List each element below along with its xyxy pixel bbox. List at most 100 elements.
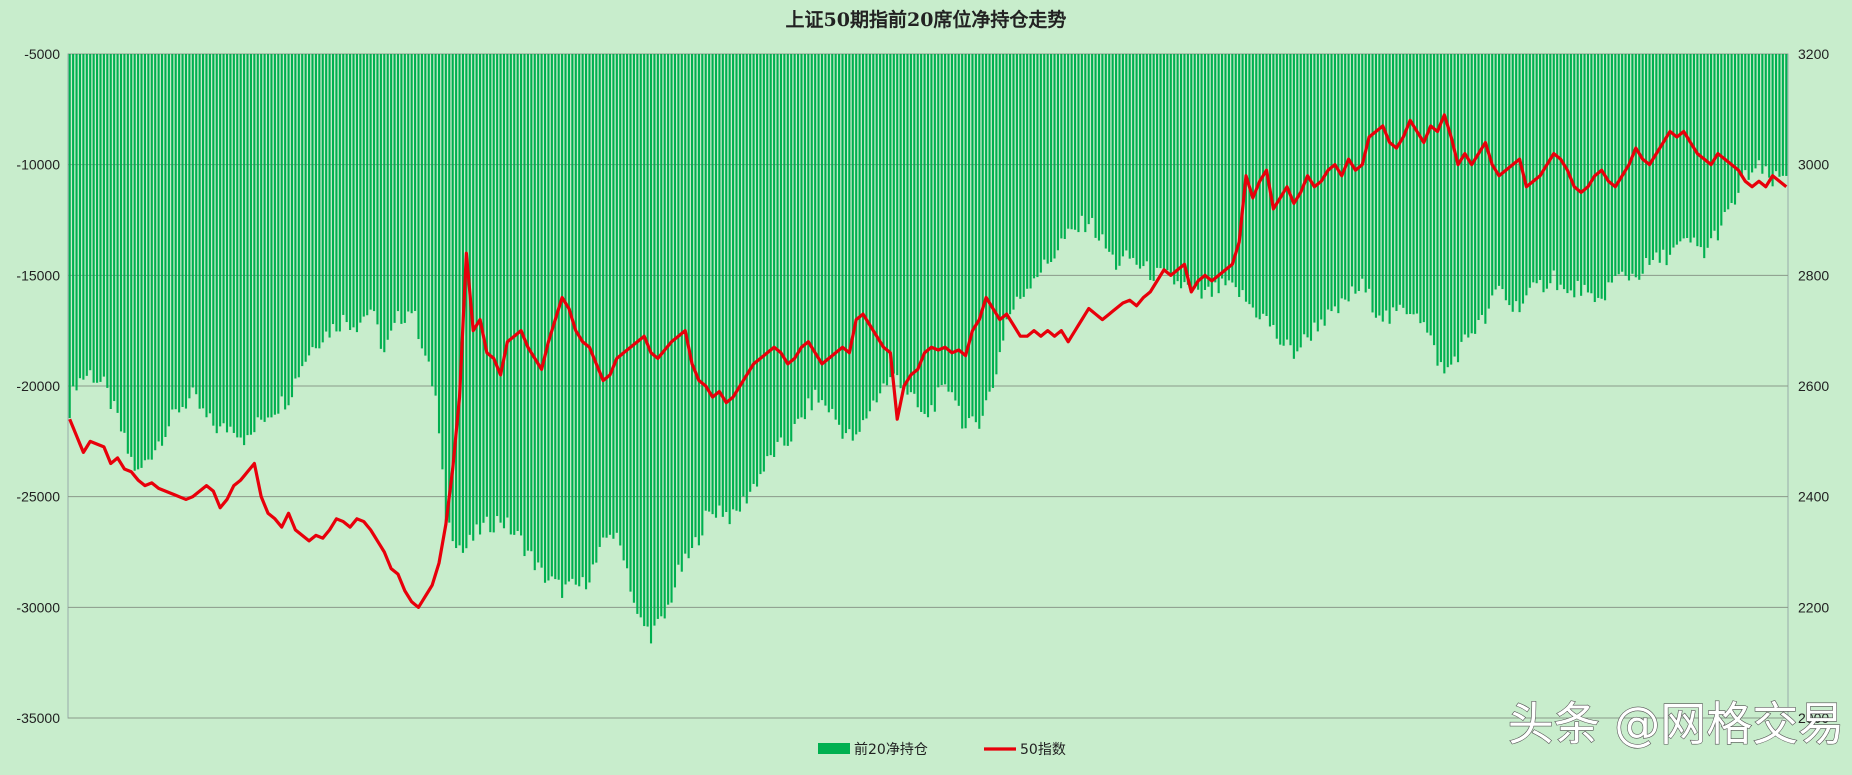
bar xyxy=(448,54,451,523)
bar xyxy=(1532,54,1535,283)
bar xyxy=(584,54,588,590)
bar xyxy=(1545,54,1548,289)
bar xyxy=(708,54,711,512)
bar xyxy=(1067,54,1070,229)
bar xyxy=(848,54,851,430)
right-tick-label: 2000 xyxy=(1798,710,1829,726)
bar xyxy=(1135,54,1138,265)
bar xyxy=(1289,54,1292,346)
bar xyxy=(246,54,249,436)
bar xyxy=(543,54,547,583)
bar xyxy=(861,54,865,421)
bar xyxy=(1217,54,1220,294)
bar xyxy=(786,54,789,446)
bar xyxy=(160,54,164,446)
bar xyxy=(338,54,341,332)
bar xyxy=(1029,54,1032,289)
left-tick-label: -5000 xyxy=(24,46,60,62)
bar xyxy=(513,54,516,535)
bar xyxy=(1214,54,1217,283)
bar xyxy=(1145,54,1148,262)
bar xyxy=(581,54,584,578)
bar xyxy=(889,54,892,378)
bar xyxy=(851,54,854,441)
bar xyxy=(349,54,352,330)
bar xyxy=(697,54,700,546)
bar xyxy=(773,54,776,457)
bar xyxy=(424,54,427,356)
bar xyxy=(1460,54,1463,342)
bar xyxy=(321,54,324,343)
line-series xyxy=(68,113,1788,609)
bar xyxy=(803,54,806,420)
bar xyxy=(817,54,820,403)
bar xyxy=(1621,54,1624,272)
bar xyxy=(1347,54,1350,302)
bar xyxy=(899,54,902,389)
bar xyxy=(328,54,331,338)
bar xyxy=(991,54,995,388)
bar xyxy=(882,54,885,384)
bar xyxy=(1665,54,1668,266)
bar xyxy=(1108,54,1111,252)
bar xyxy=(1193,54,1196,289)
bar xyxy=(834,54,837,420)
right-tick-label: 2600 xyxy=(1798,378,1829,394)
bar xyxy=(1679,54,1682,242)
bar xyxy=(567,54,571,582)
bar xyxy=(1176,54,1179,282)
bar xyxy=(1121,54,1124,257)
bar xyxy=(1443,54,1446,374)
bar xyxy=(1641,54,1644,274)
bar xyxy=(1378,54,1381,316)
bar xyxy=(595,54,598,563)
bar xyxy=(1559,54,1562,285)
bar xyxy=(383,54,386,353)
bar xyxy=(280,54,283,397)
bar xyxy=(636,54,639,614)
bar xyxy=(1162,54,1166,272)
bar xyxy=(540,54,543,568)
bar xyxy=(807,54,810,399)
bar xyxy=(598,54,601,547)
bar xyxy=(667,54,670,605)
bar xyxy=(1463,54,1466,335)
legend-label: 50指数 xyxy=(1020,742,1066,758)
bar xyxy=(537,54,540,563)
bar xyxy=(906,54,909,395)
bar xyxy=(865,54,868,419)
left-tick-label: -20000 xyxy=(16,378,60,394)
bar xyxy=(369,54,372,310)
chart-title: 上证50期指前20席位净持仓走势 xyxy=(786,8,1067,31)
bar xyxy=(694,54,697,538)
bar xyxy=(1303,54,1306,335)
bar xyxy=(1682,54,1685,239)
bar xyxy=(205,54,208,418)
bar xyxy=(1241,54,1244,291)
bar xyxy=(605,54,608,538)
bar xyxy=(783,54,786,446)
bar xyxy=(725,54,728,513)
bar xyxy=(1227,54,1230,281)
bar xyxy=(1327,54,1330,310)
bar xyxy=(1419,54,1422,324)
bar xyxy=(1672,54,1675,248)
bar xyxy=(749,54,752,492)
bar xyxy=(1320,54,1323,320)
bar xyxy=(1429,54,1432,336)
bar xyxy=(1631,54,1634,274)
bar xyxy=(1525,54,1528,296)
bar xyxy=(1200,54,1203,299)
bar xyxy=(916,54,919,408)
bar xyxy=(1368,54,1371,289)
bar xyxy=(933,54,936,412)
right-tick-label: 2200 xyxy=(1798,599,1829,615)
bar xyxy=(1638,54,1641,280)
bar xyxy=(273,54,276,415)
bar xyxy=(687,54,690,559)
bar xyxy=(1662,54,1665,250)
bar xyxy=(588,54,591,583)
bar xyxy=(393,54,396,323)
bar xyxy=(1238,54,1241,297)
bar xyxy=(954,54,957,401)
